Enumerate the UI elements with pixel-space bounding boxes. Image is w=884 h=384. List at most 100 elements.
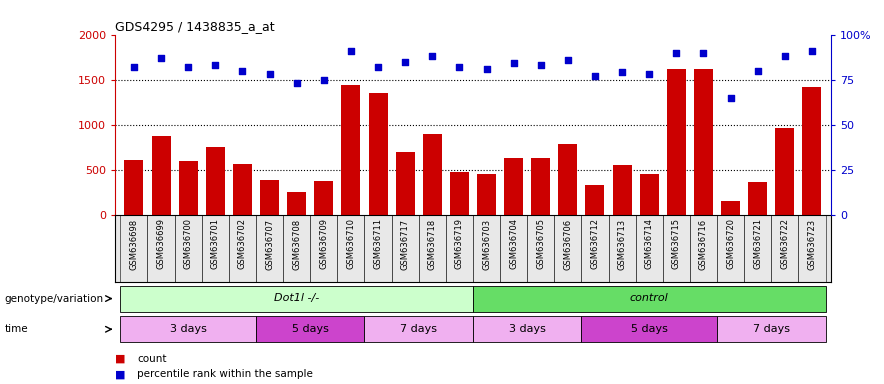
Bar — [341, 85, 361, 215]
Bar — [120, 215, 148, 282]
Text: GSM636704: GSM636704 — [509, 218, 518, 270]
Bar — [527, 215, 554, 282]
Text: GSM636698: GSM636698 — [129, 218, 139, 270]
Bar — [446, 215, 473, 282]
Text: GSM636720: GSM636720 — [726, 218, 735, 270]
Bar — [419, 215, 446, 282]
Bar — [364, 316, 473, 342]
Point — [453, 64, 467, 70]
Bar — [690, 215, 717, 282]
Text: GSM636701: GSM636701 — [210, 218, 220, 270]
Point — [615, 70, 629, 76]
Text: GSM636716: GSM636716 — [699, 218, 708, 270]
Text: Dot1l -/-: Dot1l -/- — [274, 293, 319, 303]
Bar — [364, 215, 392, 282]
Point — [507, 60, 521, 66]
Point — [669, 50, 683, 56]
Bar — [744, 215, 771, 282]
Text: 5 days: 5 days — [292, 324, 329, 334]
Bar — [582, 215, 608, 282]
Point — [126, 64, 141, 70]
Text: genotype/variation: genotype/variation — [4, 294, 103, 304]
Bar — [202, 215, 229, 282]
Bar — [473, 286, 826, 311]
Point — [235, 68, 249, 74]
Text: GSM636713: GSM636713 — [618, 218, 627, 270]
Bar — [500, 215, 527, 282]
Bar — [585, 185, 605, 215]
Bar — [473, 215, 500, 282]
Bar — [504, 158, 523, 215]
Bar — [636, 215, 663, 282]
Bar — [148, 215, 175, 282]
Bar — [175, 215, 202, 282]
Text: GSM636711: GSM636711 — [374, 218, 383, 270]
Bar — [694, 69, 713, 215]
Text: GSM636714: GSM636714 — [644, 218, 654, 270]
Text: ■: ■ — [115, 354, 126, 364]
Point — [479, 66, 493, 72]
Bar — [748, 182, 767, 215]
Text: ■: ■ — [115, 369, 126, 379]
Bar — [120, 316, 256, 342]
Bar — [717, 316, 826, 342]
Point — [154, 55, 168, 61]
Bar — [315, 181, 333, 215]
Bar — [613, 164, 631, 215]
Bar — [721, 200, 740, 215]
Text: GSM636718: GSM636718 — [428, 218, 437, 270]
Bar — [392, 215, 419, 282]
Bar — [640, 174, 659, 215]
Text: 3 days: 3 days — [170, 324, 207, 334]
Text: time: time — [4, 324, 28, 334]
Text: GSM636721: GSM636721 — [753, 218, 762, 270]
Point — [805, 48, 819, 54]
Bar — [120, 286, 473, 311]
Bar — [771, 215, 798, 282]
Text: percentile rank within the sample: percentile rank within the sample — [137, 369, 313, 379]
Point — [181, 64, 195, 70]
Bar — [559, 144, 577, 215]
Bar — [310, 215, 338, 282]
Bar — [473, 316, 582, 342]
Point — [642, 71, 656, 77]
Point — [723, 95, 737, 101]
Text: GSM636703: GSM636703 — [482, 218, 491, 270]
Bar — [232, 164, 252, 215]
Bar — [260, 180, 279, 215]
Bar — [287, 192, 306, 215]
Text: GSM636708: GSM636708 — [292, 218, 301, 270]
Text: GDS4295 / 1438835_a_at: GDS4295 / 1438835_a_at — [115, 20, 275, 33]
Bar — [582, 316, 717, 342]
Point — [534, 62, 548, 68]
Text: GSM636715: GSM636715 — [672, 218, 681, 270]
Bar — [450, 172, 469, 215]
Point — [751, 68, 765, 74]
Point — [560, 57, 575, 63]
Text: GSM636712: GSM636712 — [591, 218, 599, 270]
Bar — [369, 93, 387, 215]
Text: GSM636700: GSM636700 — [184, 218, 193, 270]
Text: control: control — [630, 293, 668, 303]
Text: 7 days: 7 days — [400, 324, 438, 334]
Bar — [717, 215, 744, 282]
Point — [209, 62, 223, 68]
Bar — [667, 69, 686, 215]
Text: GSM636719: GSM636719 — [455, 218, 464, 270]
Point — [398, 59, 412, 65]
Text: 7 days: 7 days — [753, 324, 789, 334]
Point — [371, 64, 385, 70]
Point — [263, 71, 277, 77]
Text: 3 days: 3 days — [509, 324, 545, 334]
Bar — [775, 127, 795, 215]
Point — [778, 53, 792, 59]
Text: GSM636717: GSM636717 — [400, 218, 409, 270]
Text: count: count — [137, 354, 166, 364]
Point — [316, 77, 331, 83]
Bar — [256, 215, 283, 282]
Bar — [554, 215, 582, 282]
Bar — [423, 134, 442, 215]
Bar — [531, 158, 550, 215]
Text: GSM636707: GSM636707 — [265, 218, 274, 270]
Bar — [256, 316, 364, 342]
